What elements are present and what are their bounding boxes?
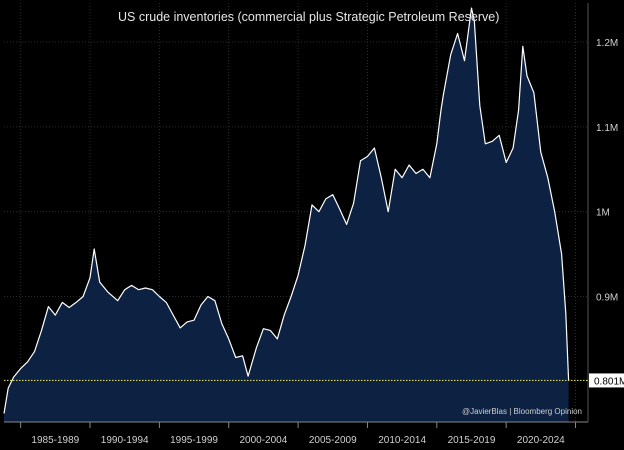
x-tick-label: 2015-2019 [448,435,496,446]
y-tick-label: 1M [596,208,610,219]
x-tick-label: 1990-1994 [101,435,149,446]
y-tick-label: 1.2M [596,38,618,49]
area-layer [3,7,570,422]
inventory-area [4,8,569,422]
y-tick-label: 0.9M [596,292,618,303]
reference-label-box [589,373,624,388]
x-tick-label: 1985-1989 [31,435,79,446]
x-tick-label: 2020-2024 [517,435,565,446]
x-tick-label: 1995-1999 [170,435,218,446]
chart-title: US crude inventories (commercial plus St… [118,10,499,24]
reference-layer: 0.801M [4,373,624,388]
x-tick-label: 2010-2014 [378,435,426,446]
x-tick-label: 2000-2004 [239,435,287,446]
reference-label: 0.801M [594,376,624,387]
axis-layer: 0.9M 1M 1.1M 1.2M 1985-1989 1990-1994 1995-199… [4,3,618,446]
chart-credit: @JavierBlas | Bloomberg Opinion [462,407,582,416]
inventory-line [3,7,570,414]
y-tick-label: 1.1M [596,123,618,134]
x-tick-label: 2005-2009 [309,435,357,446]
